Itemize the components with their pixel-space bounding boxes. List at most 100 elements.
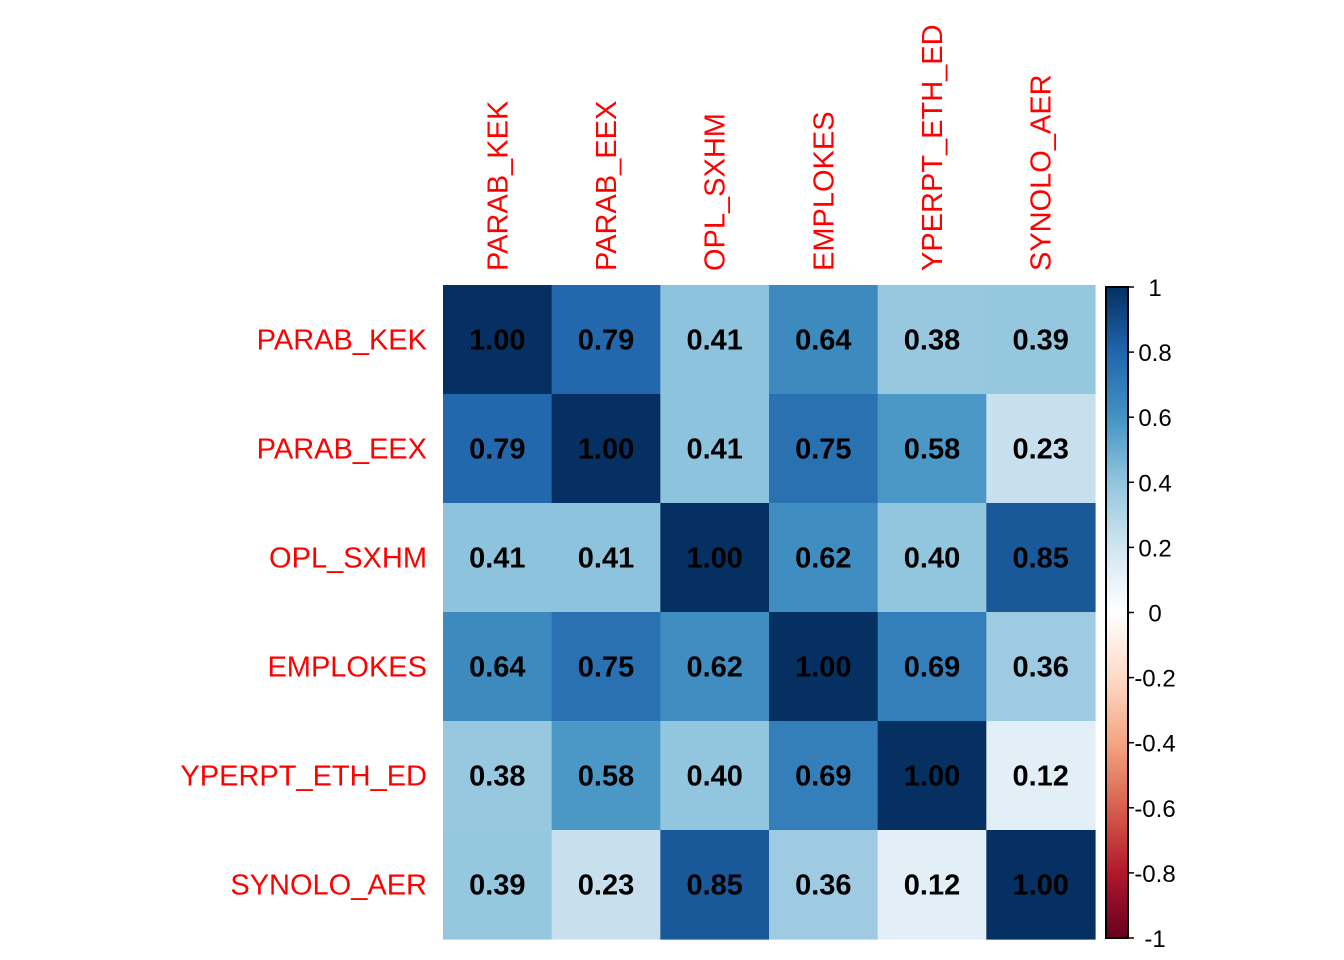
cell-value-PARAB_EEX-EMPLOKES: 0.75 [795,434,851,466]
heatmap-cell-SYNOLO_AER-EMPLOKES [769,830,879,940]
heatmap-cell-EMPLOKES-SYNOLO_AER [986,612,1096,722]
heatmap-cell-PARAB_KEK-PARAB_EEX [551,285,661,395]
heatmap-cell-OPL_SXHM-SYNOLO_AER [986,503,1096,613]
row-label-YPERPT_ETH_ED: YPERPT_ETH_ED [180,761,427,793]
cell-value-EMPLOKES-PARAB_KEK: 0.64 [469,652,525,684]
heatmap-cell-PARAB_EEX-EMPLOKES [769,394,879,504]
row-labels: PARAB_KEK PARAB_EEX OPL_SXHM EMPLOKES YPERPT… [180,325,427,902]
cell-value-YPERPT_ETH_ED-PARAB_KEK: 0.38 [469,761,525,793]
cell-value-SYNOLO_AER-OPL_SXHM: 0.85 [686,870,742,902]
heatmap-cell-PARAB_EEX-PARAB_EEX [551,394,661,504]
colorbar-gradient [1105,286,1129,939]
heatmap-cell-OPL_SXHM-YPERPT_ETH_ED [877,503,987,613]
cell-value-YPERPT_ETH_ED-PARAB_EEX: 0.58 [578,761,634,793]
cell-value-labels: 1.00 0.79 0.41 0.64 0.38 0.39 0.79 1.00 0.41 0.75… [469,325,1069,902]
cell-value-SYNOLO_AER-SYNOLO_AER: 1.00 [1012,870,1068,902]
heatmap-cell-EMPLOKES-PARAB_KEK [443,612,553,722]
column-label-PARAB_EEX: PARAB_EEX [591,101,623,271]
cell-value-PARAB_EEX-OPL_SXHM: 0.41 [686,434,742,466]
heatmap-cell-YPERPT_ETH_ED-SYNOLO_AER [986,721,1096,831]
cell-value-SYNOLO_AER-YPERPT_ETH_ED: 0.12 [904,870,960,902]
cell-value-YPERPT_ETH_ED-SYNOLO_AER: 0.12 [1012,761,1068,793]
heatmap-cell-YPERPT_ETH_ED-YPERPT_ETH_ED [877,721,987,831]
cell-value-PARAB_KEK-PARAB_KEK: 1.00 [469,325,525,357]
colorbar-tick-label: 0.2 [1138,535,1171,562]
heatmap-cell-EMPLOKES-PARAB_EEX [551,612,661,722]
heatmap-cell-PARAB_EEX-PARAB_KEK [443,394,553,504]
cell-value-EMPLOKES-YPERPT_ETH_ED: 0.69 [904,652,960,684]
colorbar-tick-label: -1 [1144,926,1165,953]
heatmap-cell-SYNOLO_AER-YPERPT_ETH_ED [877,830,987,940]
heatmap-cell-OPL_SXHM-PARAB_KEK [443,503,553,613]
cell-value-OPL_SXHM-EMPLOKES: 0.62 [795,543,851,575]
colorbar-tick-label: 0.4 [1138,470,1171,497]
heatmap-cell-YPERPT_ETH_ED-PARAB_KEK [443,721,553,831]
colorbar-tick-label: -0.4 [1134,731,1175,758]
row-label-PARAB_KEK: PARAB_KEK [257,325,428,357]
heatmap-cell-YPERPT_ETH_ED-PARAB_EEX [551,721,661,831]
cell-value-PARAB_KEK-YPERPT_ETH_ED: 0.38 [904,325,960,357]
heatmap-cell-EMPLOKES-OPL_SXHM [660,612,770,722]
row-label-PARAB_EEX: PARAB_EEX [257,434,427,466]
colorbar-tick-label: -0.8 [1134,861,1175,888]
heatmap-cells [443,285,1096,940]
row-label-SYNOLO_AER: SYNOLO_AER [230,870,427,902]
cell-value-PARAB_KEK-EMPLOKES: 0.64 [795,325,851,357]
heatmap-cell-SYNOLO_AER-OPL_SXHM [660,830,770,940]
cell-value-YPERPT_ETH_ED-YPERPT_ETH_ED: 1.00 [904,761,960,793]
heatmap-cell-PARAB_KEK-SYNOLO_AER [986,285,1096,395]
cell-value-OPL_SXHM-PARAB_EEX: 0.41 [578,543,634,575]
heatmap-cell-PARAB_KEK-OPL_SXHM [660,285,770,395]
colorbar-tick-label: 1 [1148,275,1161,302]
row-label-OPL_SXHM: OPL_SXHM [269,543,427,575]
column-label-PARAB_KEK: PARAB_KEK [482,100,514,271]
cell-value-PARAB_EEX-PARAB_KEK: 0.79 [469,434,525,466]
cell-value-EMPLOKES-OPL_SXHM: 0.62 [686,652,742,684]
cell-value-EMPLOKES-SYNOLO_AER: 0.36 [1012,652,1068,684]
column-label-OPL_SXHM: OPL_SXHM [700,113,732,271]
cell-value-EMPLOKES-PARAB_EEX: 0.75 [578,652,634,684]
cell-value-PARAB_EEX-YPERPT_ETH_ED: 0.58 [904,434,960,466]
heatmap-cell-SYNOLO_AER-SYNOLO_AER [986,830,1096,940]
colorbar-ticks: 1 0.8 0.6 0.4 0.2 0 -0.2 -0.4 -0.6 -0.8 -1 [1128,275,1176,953]
cell-value-EMPLOKES-EMPLOKES: 1.00 [795,652,851,684]
cell-value-PARAB_KEK-SYNOLO_AER: 0.39 [1012,325,1068,357]
cell-value-SYNOLO_AER-EMPLOKES: 0.36 [795,870,851,902]
cell-value-OPL_SXHM-YPERPT_ETH_ED: 0.40 [904,543,960,575]
colorbar-tick-label: 0.8 [1138,340,1171,367]
column-labels: PARAB_KEK PARAB_EEX OPL_SXHM EMPLOKES YPERPT… [482,24,1057,271]
cell-value-PARAB_KEK-OPL_SXHM: 0.41 [686,325,742,357]
colorbar-tick-label: 0 [1148,601,1161,628]
heatmap-cell-OPL_SXHM-EMPLOKES [769,503,879,613]
cell-value-OPL_SXHM-SYNOLO_AER: 0.85 [1012,543,1068,575]
column-label-EMPLOKES: EMPLOKES [808,111,840,271]
heatmap-cell-OPL_SXHM-OPL_SXHM [660,503,770,613]
colorbar: 1 0.8 0.6 0.4 0.2 0 -0.2 -0.4 -0.6 -0.8 -1 [1105,275,1176,953]
column-label-SYNOLO_AER: SYNOLO_AER [1026,74,1058,271]
heatmap-cell-PARAB_KEK-EMPLOKES [769,285,879,395]
heatmap-cell-PARAB_EEX-SYNOLO_AER [986,394,1096,504]
row-label-EMPLOKES: EMPLOKES [267,652,427,684]
heatmap-cell-SYNOLO_AER-PARAB_EEX [551,830,661,940]
cell-value-PARAB_EEX-PARAB_EEX: 1.00 [578,434,634,466]
heatmap-cell-SYNOLO_AER-PARAB_KEK [443,830,553,940]
cell-value-YPERPT_ETH_ED-OPL_SXHM: 0.40 [686,761,742,793]
cell-value-PARAB_KEK-PARAB_EEX: 0.79 [578,325,634,357]
heatmap-cell-EMPLOKES-YPERPT_ETH_ED [877,612,987,722]
heatmap-cell-YPERPT_ETH_ED-OPL_SXHM [660,721,770,831]
heatmap-cell-PARAB_KEK-PARAB_KEK [443,285,553,395]
heatmap-cell-EMPLOKES-EMPLOKES [769,612,879,722]
heatmap-cell-OPL_SXHM-PARAB_EEX [551,503,661,613]
cell-value-PARAB_EEX-SYNOLO_AER: 0.23 [1012,434,1068,466]
cell-value-OPL_SXHM-PARAB_KEK: 0.41 [469,543,525,575]
heatmap-cell-PARAB_EEX-YPERPT_ETH_ED [877,394,987,504]
colorbar-tick-label: 0.6 [1138,405,1171,432]
column-label-YPERPT_ETH_ED: YPERPT_ETH_ED [917,24,949,271]
cell-value-OPL_SXHM-OPL_SXHM: 1.00 [686,543,742,575]
heatmap-cell-PARAB_KEK-YPERPT_ETH_ED [877,285,987,395]
colorbar-tick-label: -0.6 [1134,796,1175,823]
colorbar-tick-label: -0.2 [1134,666,1175,693]
cell-value-YPERPT_ETH_ED-EMPLOKES: 0.69 [795,761,851,793]
heatmap-cell-PARAB_EEX-OPL_SXHM [660,394,770,504]
